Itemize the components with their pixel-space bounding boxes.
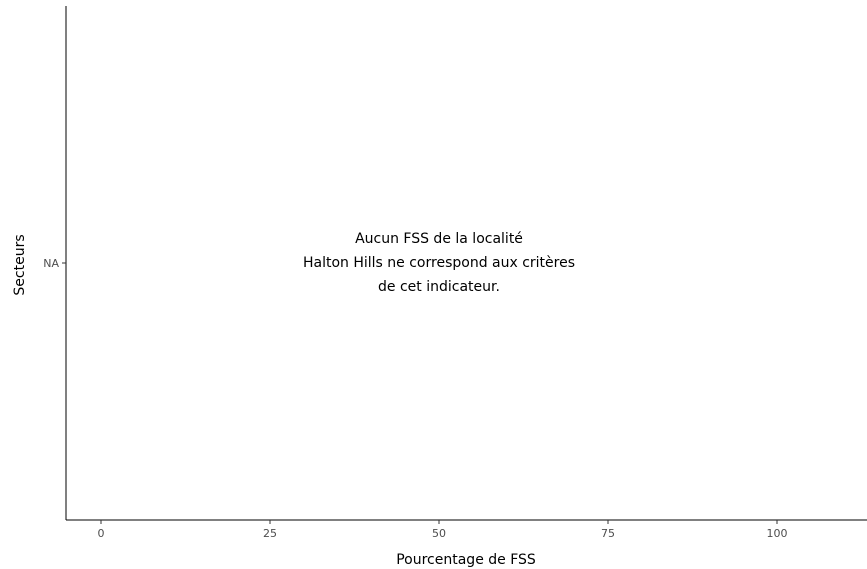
x-tick-label: 100 (767, 527, 788, 540)
x-axis-ticks: 0 25 50 75 100 (98, 520, 788, 540)
annotation-line: de cet indicateur. (378, 279, 500, 295)
x-tick-label: 75 (601, 527, 615, 540)
x-axis-title: Pourcentage de FSS (396, 552, 536, 568)
x-tick-label: 0 (98, 527, 105, 540)
x-tick-label: 50 (432, 527, 446, 540)
no-data-annotation: Aucun FSS de la localité Halton Hills ne … (303, 231, 575, 295)
y-axis-title: Secteurs (12, 234, 28, 295)
y-axis-ticks: NA (43, 257, 66, 270)
x-tick-label: 25 (263, 527, 277, 540)
annotation-line: Aucun FSS de la localité (355, 231, 523, 247)
y-tick-label: NA (43, 257, 59, 270)
annotation-line: Halton Hills ne correspond aux critères (303, 255, 575, 271)
